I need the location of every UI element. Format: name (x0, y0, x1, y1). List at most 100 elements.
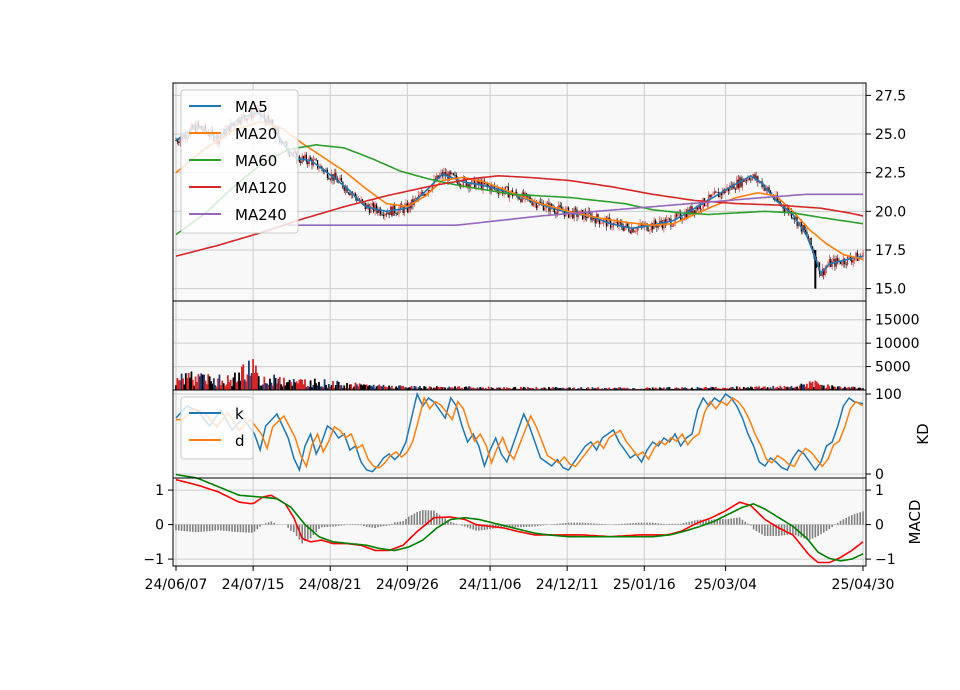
candle-body (345, 186, 347, 191)
osc-bar (309, 524, 312, 539)
volume-bar (420, 388, 423, 390)
volume-bar (505, 387, 508, 390)
volume-bar (745, 387, 748, 390)
candle-body (457, 179, 459, 185)
candle-body (668, 218, 671, 220)
legend-label-ma5: MA5 (235, 98, 268, 116)
volume-bar (766, 387, 769, 390)
osc-bar (480, 524, 483, 531)
osc-bar (528, 524, 531, 527)
candle-body (712, 194, 714, 196)
price-panel: 15.0 17.5 20.0 22.5 25.0 27.5 MA5 MA20 MA60 MA120… (173, 83, 906, 301)
candle-body (531, 202, 533, 206)
volume-bar (828, 386, 831, 390)
volume-bar (483, 388, 486, 390)
volume-bar (423, 386, 426, 390)
osc-bar (862, 511, 864, 525)
volume-bar (354, 382, 357, 390)
volume-bar (584, 388, 587, 390)
osc-bar (649, 522, 651, 525)
volume-bar (487, 386, 490, 390)
volume-bar (817, 383, 820, 390)
volume-bar (330, 385, 333, 390)
osc-bar (318, 524, 320, 529)
volume-bar (177, 380, 180, 390)
volume-bar (294, 382, 297, 390)
volume-bar (619, 387, 622, 390)
candle-body (706, 203, 708, 206)
candle-body (318, 168, 320, 169)
volume-bar (733, 388, 735, 390)
osc-bar (769, 524, 772, 536)
volume-bar (841, 388, 843, 390)
volume-bar (441, 387, 444, 390)
volume-bar (821, 385, 824, 390)
candle-body (333, 172, 336, 181)
osc-bar (301, 524, 303, 544)
candle-body (314, 159, 316, 161)
volume-bar (375, 386, 378, 390)
osc-bar (721, 519, 724, 525)
candle-body (479, 181, 481, 185)
volume-bar (224, 386, 226, 390)
osc-bar (290, 524, 292, 531)
osc-bar (562, 523, 564, 525)
candle-body (542, 203, 544, 211)
volume-bar (311, 387, 313, 390)
legend-label-k: k (235, 405, 244, 423)
volume-bar (176, 378, 179, 390)
volume-bar (691, 387, 693, 390)
candle-body (300, 161, 302, 163)
volume-bar (494, 388, 497, 390)
volume-bar (768, 388, 770, 390)
osc-bar (315, 524, 318, 532)
candle-body (622, 227, 624, 231)
volume-bar (428, 386, 431, 390)
volume-bar (667, 387, 670, 390)
osc-bar (646, 522, 648, 525)
volume-bar (675, 387, 678, 390)
volume-bar (644, 388, 647, 390)
osc-bar (393, 522, 396, 525)
osc-bar (800, 524, 803, 538)
candle-body (176, 140, 179, 143)
candle-body (388, 212, 390, 215)
candle-body (537, 205, 539, 208)
osc-bar (517, 524, 519, 528)
volume-bar (511, 388, 514, 390)
volume-bar (274, 378, 277, 390)
x-tick-label: 24/06/07 (145, 577, 208, 593)
volume-bar (304, 379, 306, 390)
candle-body (698, 204, 700, 210)
volume-bar (654, 387, 657, 390)
osc-bar (587, 523, 589, 525)
volume-bar (197, 374, 200, 390)
volume-bar (259, 385, 262, 390)
osc-bar (337, 524, 340, 526)
volume-bar (790, 385, 793, 390)
volume-bar (413, 385, 416, 390)
candle-body (820, 274, 822, 276)
volume-bar (839, 386, 842, 390)
candle-body (429, 190, 431, 191)
candle-body (598, 219, 601, 224)
volume-bar (320, 386, 323, 390)
candle-body (368, 207, 371, 213)
volume-bar (597, 387, 599, 390)
osc-bar (536, 524, 539, 527)
osc-bar (287, 524, 289, 528)
osc-bar (525, 524, 528, 527)
candle-body (629, 231, 631, 234)
osc-bar (180, 524, 183, 531)
osc-bar (438, 514, 441, 525)
candle-body (755, 176, 758, 180)
volume-bar (437, 386, 440, 390)
osc-bar (758, 524, 761, 533)
volume-bar (728, 388, 731, 390)
volume-bar (822, 385, 825, 390)
candle-body (373, 203, 375, 212)
candle-body (587, 211, 589, 219)
osc-bar (682, 523, 685, 525)
volume-bar (633, 388, 636, 390)
candle-body (654, 220, 657, 225)
